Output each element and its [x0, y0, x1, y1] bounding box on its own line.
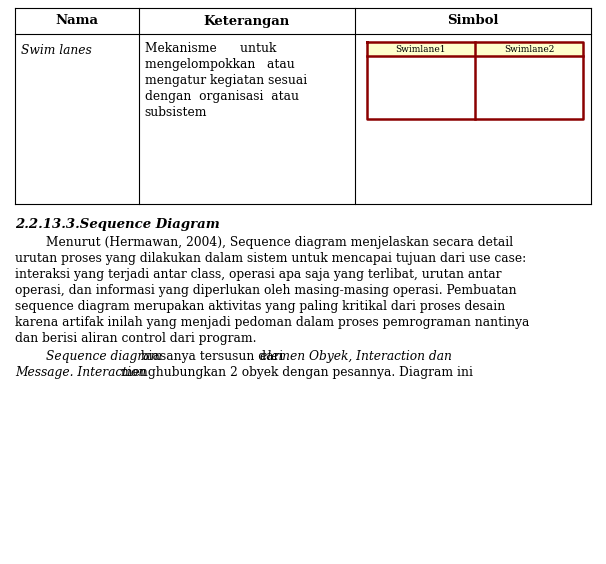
Bar [475, 42, 583, 56]
Text: operasi, dan informasi yang diperlukan oleh masing-masing operasi. Pembuatan: operasi, dan informasi yang diperlukan o… [15, 284, 517, 297]
Text: dan berisi aliran control dari program.: dan berisi aliran control dari program. [15, 332, 256, 345]
Text: urutan proses yang dilakukan dalam sistem untuk mencapai tujuan dari use case:: urutan proses yang dilakukan dalam siste… [15, 252, 526, 265]
Text: karena artifak inilah yang menjadi pedoman dalam proses pemrograman nantinya: karena artifak inilah yang menjadi pedom… [15, 316, 530, 329]
Text: sequence diagram merupakan aktivitas yang paling kritikal dari proses desain: sequence diagram merupakan aktivitas yan… [15, 300, 505, 313]
Text: subsistem: subsistem [145, 106, 207, 119]
Bar [367, 56, 583, 119]
Text: interaksi yang terjadi antar class, operasi apa saja yang terlibat, urutan antar: interaksi yang terjadi antar class, oper… [15, 268, 502, 281]
Text: 2.2.13.3.Sequence Diagram: 2.2.13.3.Sequence Diagram [15, 218, 220, 231]
Text: Swimlane2: Swimlane2 [504, 45, 554, 54]
Text: biasanya tersusun dari: biasanya tersusun dari [138, 350, 288, 363]
Text: mengelompokkan   atau: mengelompokkan atau [145, 58, 295, 71]
Text: Swim lanes: Swim lanes [21, 44, 92, 57]
Text: menghubungkan 2 obyek dengan pesannya. Diagram ini: menghubungkan 2 obyek dengan pesannya. D… [117, 366, 473, 379]
Text: Simbol: Simbol [447, 15, 499, 28]
Text: Keterangan: Keterangan [204, 15, 290, 28]
Bar [367, 42, 475, 56]
Text: Message. Interaction: Message. Interaction [15, 366, 146, 379]
Text: Sequence diagram: Sequence diagram [15, 350, 162, 363]
Text: Mekanisme      untuk: Mekanisme untuk [145, 42, 276, 55]
Text: dengan  organisasi  atau: dengan organisasi atau [145, 90, 299, 103]
Text: Swimlane1: Swimlane1 [396, 45, 446, 54]
Text: mengatur kegiatan sesuai: mengatur kegiatan sesuai [145, 74, 307, 87]
Text: Nama: Nama [55, 15, 98, 28]
Text: elemen Obyek, Interaction dan: elemen Obyek, Interaction dan [260, 350, 452, 363]
Text: Menurut (Hermawan, 2004), Sequence diagram menjelaskan secara detail: Menurut (Hermawan, 2004), Sequence diagr… [15, 236, 513, 249]
